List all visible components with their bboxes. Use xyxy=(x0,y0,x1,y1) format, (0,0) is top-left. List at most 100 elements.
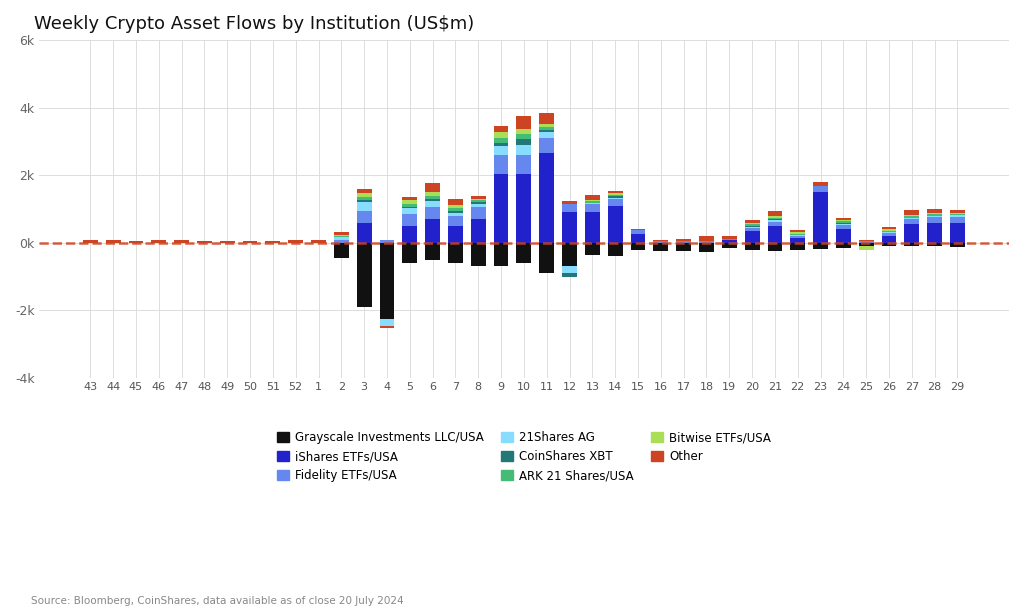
Bar xyxy=(380,319,394,326)
Bar xyxy=(608,191,623,194)
Bar xyxy=(334,234,349,236)
Bar xyxy=(744,224,760,225)
Bar xyxy=(791,234,805,235)
Bar xyxy=(402,200,417,204)
Bar xyxy=(243,241,257,243)
Bar xyxy=(402,197,417,200)
Bar xyxy=(311,241,326,243)
Bar xyxy=(585,243,600,255)
Bar xyxy=(585,204,600,213)
Bar xyxy=(494,155,509,174)
Bar xyxy=(608,195,623,196)
Bar xyxy=(653,243,669,252)
Bar xyxy=(334,240,349,243)
Bar xyxy=(608,199,623,206)
Bar xyxy=(585,213,600,243)
Bar xyxy=(516,134,531,139)
Bar xyxy=(334,238,349,240)
Bar xyxy=(449,243,463,263)
Bar xyxy=(699,243,714,252)
Bar xyxy=(585,201,600,203)
Bar xyxy=(425,219,440,243)
Bar xyxy=(859,246,873,250)
Bar xyxy=(585,195,600,200)
Bar xyxy=(882,229,896,231)
Bar xyxy=(449,216,463,226)
Bar xyxy=(540,127,554,130)
Bar xyxy=(152,241,166,243)
Bar xyxy=(653,240,669,241)
Bar xyxy=(928,216,942,217)
Bar xyxy=(540,124,554,127)
Bar xyxy=(950,216,965,217)
Bar xyxy=(631,230,645,234)
Bar xyxy=(402,208,417,214)
Bar xyxy=(699,236,714,241)
Bar xyxy=(449,226,463,243)
Bar xyxy=(859,241,873,243)
Bar xyxy=(950,213,965,214)
Bar xyxy=(449,205,463,208)
Bar xyxy=(516,116,531,128)
Bar xyxy=(83,241,97,243)
Bar xyxy=(904,209,920,215)
Bar xyxy=(562,266,577,272)
Bar xyxy=(356,222,372,243)
Bar xyxy=(494,126,509,132)
Bar xyxy=(494,243,509,266)
Bar xyxy=(859,240,873,241)
Bar xyxy=(722,240,736,243)
Bar xyxy=(950,214,965,216)
Bar xyxy=(562,201,577,204)
Bar xyxy=(334,232,349,234)
Bar xyxy=(836,229,851,243)
Bar xyxy=(608,194,623,195)
Bar xyxy=(744,231,760,243)
Bar xyxy=(425,183,440,192)
Bar xyxy=(791,236,805,238)
Bar xyxy=(380,243,394,319)
Bar xyxy=(516,243,531,263)
Bar xyxy=(471,207,485,219)
Bar xyxy=(836,224,851,225)
Bar xyxy=(882,236,896,243)
Bar xyxy=(744,220,760,223)
Bar xyxy=(540,243,554,273)
Bar xyxy=(425,201,440,207)
Bar xyxy=(402,206,417,208)
Bar xyxy=(722,239,736,240)
Bar xyxy=(494,174,509,243)
Bar xyxy=(608,196,623,197)
Bar xyxy=(356,189,372,193)
Bar xyxy=(494,138,509,143)
Bar xyxy=(904,216,920,218)
Bar xyxy=(402,204,417,206)
Bar xyxy=(449,208,463,211)
Bar xyxy=(813,182,828,186)
Bar xyxy=(449,213,463,216)
Bar xyxy=(402,214,417,226)
Bar xyxy=(744,228,760,231)
Bar xyxy=(608,206,623,243)
Legend: Grayscale Investments LLC/USA, iShares ETFs/USA, Fidelity ETFs/USA, 21Shares AG,: Grayscale Investments LLC/USA, iShares E… xyxy=(273,428,774,485)
Bar xyxy=(516,174,531,243)
Bar xyxy=(768,211,782,216)
Bar xyxy=(356,243,372,307)
Bar xyxy=(950,210,965,213)
Bar xyxy=(768,243,782,252)
Bar xyxy=(722,236,736,239)
Bar xyxy=(928,217,942,222)
Bar xyxy=(882,232,896,233)
Bar xyxy=(768,218,782,219)
Bar xyxy=(744,227,760,228)
Bar xyxy=(768,220,782,222)
Bar xyxy=(768,226,782,243)
Bar xyxy=(540,132,554,138)
Bar xyxy=(516,145,531,155)
Bar xyxy=(744,223,760,224)
Bar xyxy=(699,241,714,243)
Bar xyxy=(813,192,828,243)
Bar xyxy=(425,243,440,259)
Bar xyxy=(516,128,531,134)
Bar xyxy=(129,241,143,243)
